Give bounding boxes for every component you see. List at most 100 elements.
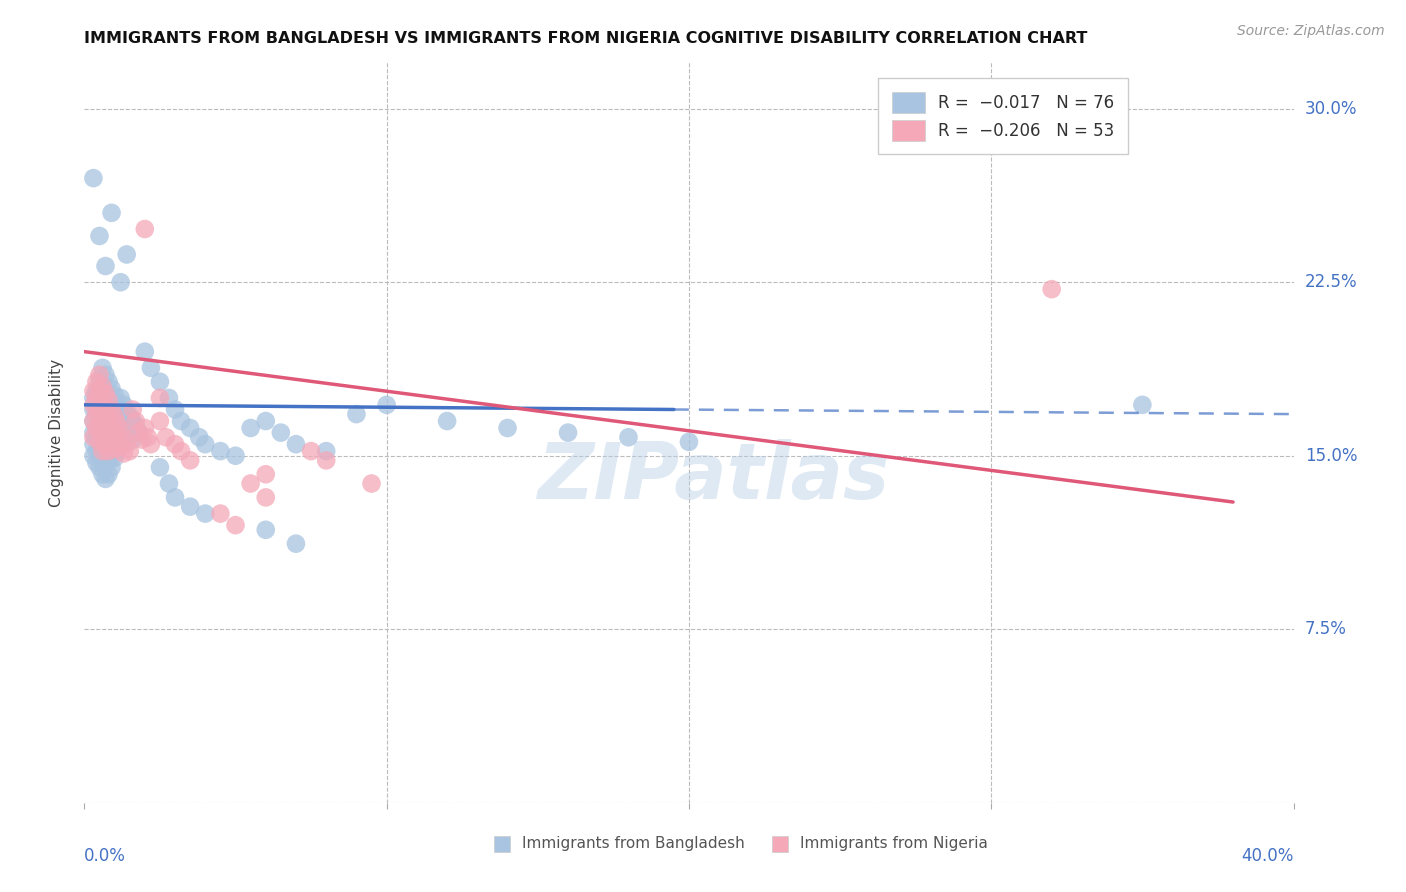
Point (209, 507, 232, 521)
Point (100, 414, 122, 428)
Point (94, 437, 117, 451)
Point (91, 421, 114, 435)
Point (139, 437, 162, 451)
Point (97, 409, 120, 424)
Point (107, 433, 129, 447)
Point (118, 428, 141, 442)
Point (225, 449, 247, 463)
Point (360, 476, 382, 491)
Point (128, 425, 150, 440)
Point (139, 360, 162, 375)
Point (100, 434, 122, 449)
Point (97, 391, 120, 405)
Point (165, 437, 187, 451)
Point (86, 407, 108, 421)
Point (157, 476, 180, 491)
Point (94, 259, 117, 273)
Point (100, 460, 122, 475)
Point (254, 523, 277, 537)
Point (104, 442, 127, 456)
Point (97, 375, 120, 389)
Point (86, 456, 108, 470)
Point (188, 430, 211, 444)
Point (110, 425, 132, 440)
Point (89, 414, 111, 428)
Point (86, 444, 108, 458)
Point (100, 382, 122, 396)
Point (557, 425, 579, 440)
Point (89, 402, 111, 417)
Point (82, 430, 104, 444)
Text: 22.5%: 22.5% (1305, 273, 1357, 291)
Point (436, 414, 458, 428)
Point (94, 421, 117, 435)
Point (115, 437, 138, 451)
Point (104, 409, 127, 424)
Point (285, 536, 308, 550)
Point (97, 467, 120, 482)
Point (82, 402, 104, 417)
Text: 15.0%: 15.0% (1305, 447, 1357, 465)
Point (121, 414, 143, 428)
Point (86, 375, 108, 389)
Point (115, 247, 138, 261)
Point (149, 414, 172, 428)
Point (134, 344, 156, 359)
Point (115, 421, 138, 435)
Point (134, 421, 156, 435)
Point (110, 423, 132, 437)
Point (270, 425, 292, 440)
Text: Source: ZipAtlas.com: Source: ZipAtlas.com (1237, 24, 1385, 38)
Point (97, 437, 120, 451)
Point (91, 444, 114, 458)
Point (239, 421, 262, 435)
Point (170, 414, 193, 428)
Point (375, 398, 398, 412)
Point (89, 434, 111, 449)
Point (100, 402, 122, 417)
Point (94, 444, 117, 458)
Point (94, 414, 117, 428)
Point (97, 444, 120, 458)
Text: 40.0%: 40.0% (1241, 847, 1294, 865)
Point (100, 418, 122, 433)
Text: Immigrants from Bangladesh: Immigrants from Bangladesh (522, 836, 745, 851)
Point (97, 428, 120, 442)
Point (149, 375, 172, 389)
Point (107, 411, 129, 425)
Point (94, 384, 117, 398)
Text: 30.0%: 30.0% (1305, 100, 1357, 118)
Point (157, 391, 180, 405)
Text: ZIPatlas: ZIPatlas (537, 439, 889, 515)
Point (346, 407, 368, 421)
Point (82, 391, 104, 405)
Point (94, 430, 117, 444)
Point (115, 405, 138, 419)
Point (91, 379, 114, 393)
Point (112, 417, 135, 431)
Point (225, 518, 247, 533)
Point (194, 437, 217, 451)
Point (89, 229, 111, 244)
Point (107, 444, 129, 458)
Point (107, 417, 129, 431)
Text: 7.5%: 7.5% (1305, 620, 1347, 639)
Point (82, 384, 104, 398)
Point (91, 467, 114, 482)
Point (82, 425, 104, 440)
Point (112, 434, 135, 449)
Point (617, 430, 640, 444)
Point (82, 437, 104, 451)
Point (110, 391, 132, 405)
Point (89, 460, 111, 475)
Point (104, 405, 127, 419)
Point (149, 460, 172, 475)
Point (91, 433, 114, 447)
Point (89, 402, 111, 417)
Point (89, 368, 111, 382)
Point (112, 446, 135, 460)
Point (82, 414, 104, 428)
Point (125, 418, 148, 433)
Point (97, 421, 120, 435)
Point (97, 393, 120, 408)
